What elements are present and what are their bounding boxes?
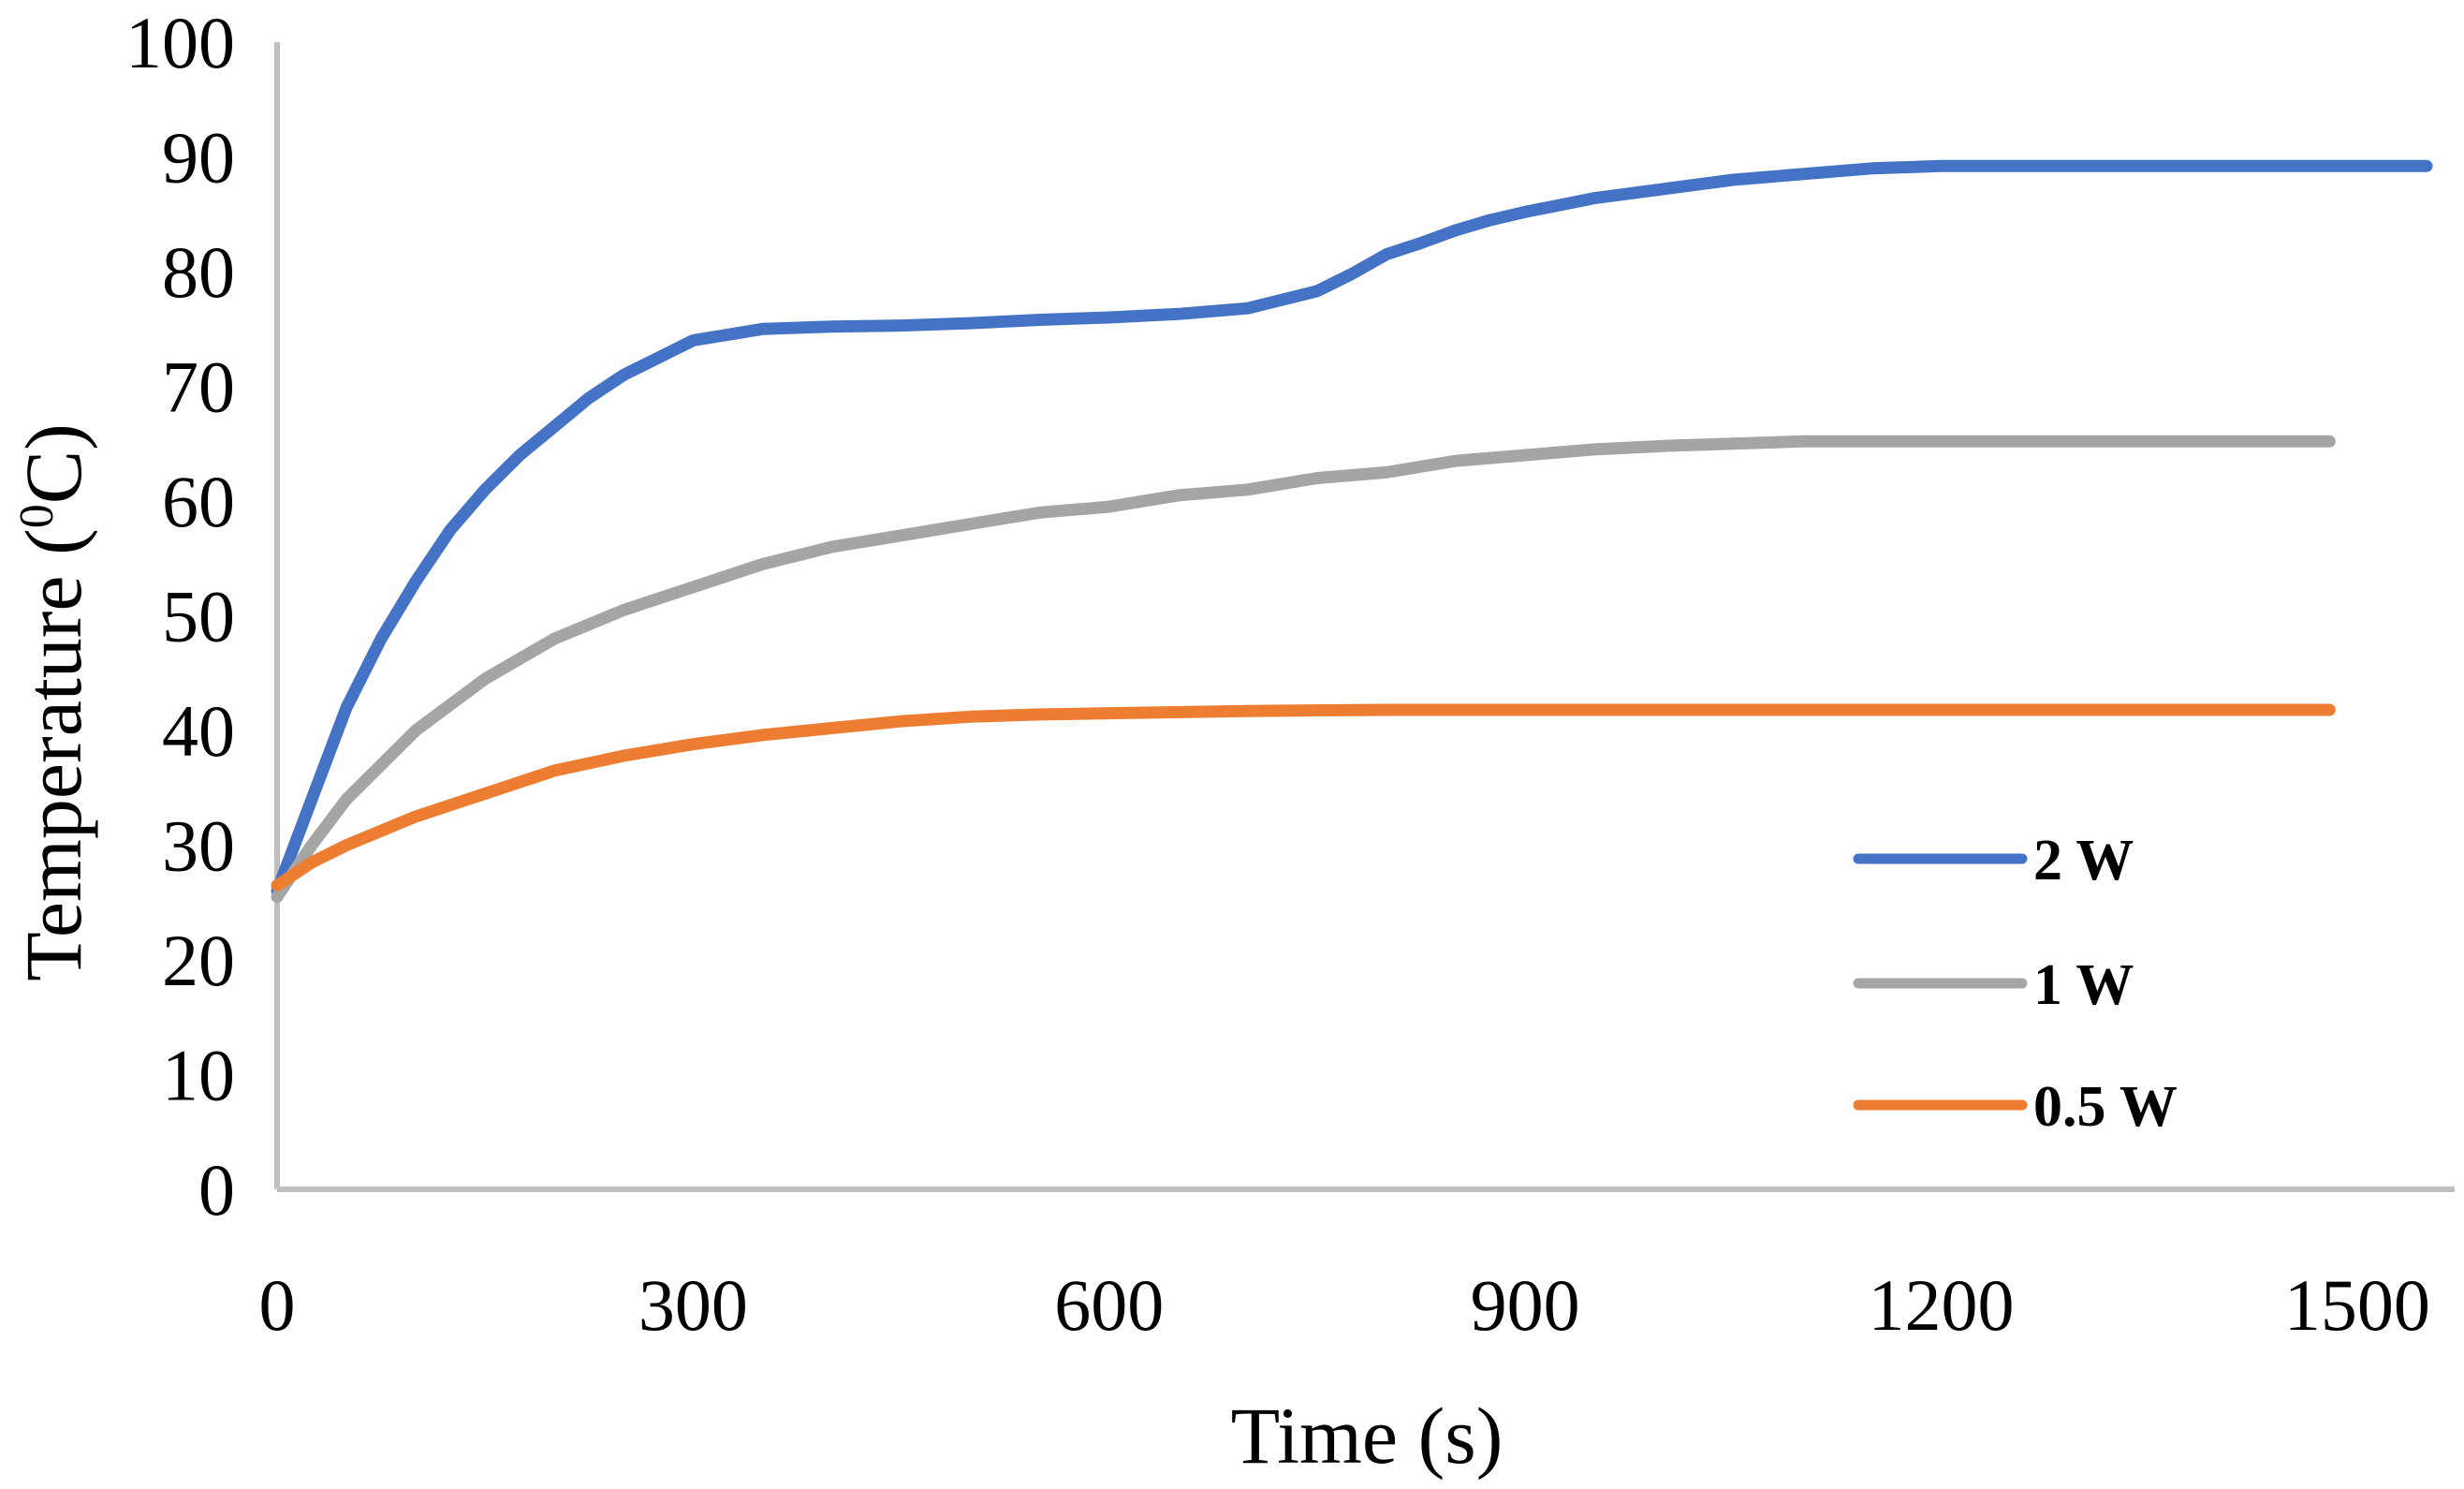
plot-area: 0 10 20 30 40 50 60 70 80 90 100 0 300 600 900 1200 150… bbox=[125, 2, 2455, 1346]
legend-item-1w[interactable]: 1 W bbox=[1853, 953, 2134, 1017]
y-axis-title: Temperature (0C) bbox=[8, 423, 98, 980]
y-tick-labels: 0 10 20 30 40 50 60 70 80 90 100 bbox=[125, 2, 235, 1231]
y-tick-label: 10 bbox=[162, 1035, 235, 1116]
series-lines bbox=[271, 159, 2433, 904]
legend-item-2w[interactable]: 2 W bbox=[1853, 829, 2134, 892]
y-tick-label: 20 bbox=[162, 920, 235, 1001]
y-tick-label: 60 bbox=[162, 461, 235, 542]
y-tick-label: 30 bbox=[162, 805, 235, 887]
y-tick-label: 70 bbox=[162, 346, 235, 428]
y-tick-label: 90 bbox=[162, 117, 235, 199]
x-tick-label: 1500 bbox=[2284, 1264, 2430, 1346]
legend[interactable]: 2 W 1 W 0.5 W bbox=[1853, 829, 2178, 1139]
x-tick-label: 600 bbox=[1054, 1264, 1164, 1346]
x-tick-label: 300 bbox=[638, 1264, 748, 1346]
y-axis-title-superscript: 0 bbox=[10, 504, 64, 528]
y-axis-title-main: Temperature ( bbox=[8, 528, 98, 980]
x-axis-title: Time (s) bbox=[1231, 1391, 1503, 1481]
x-tick-label: 900 bbox=[1471, 1264, 1580, 1346]
y-tick-label: 100 bbox=[125, 2, 235, 83]
x-tick-label: 1200 bbox=[1869, 1264, 2015, 1346]
legend-label-1w: 1 W bbox=[2033, 953, 2134, 1017]
y-tick-label: 0 bbox=[198, 1149, 235, 1231]
series-line-2w bbox=[271, 159, 2433, 897]
series-line-0-5w bbox=[271, 703, 2336, 892]
y-tick-label: 50 bbox=[162, 576, 235, 657]
series-line-1w bbox=[271, 435, 2336, 904]
y-tick-label: 40 bbox=[162, 690, 235, 772]
legend-item-0-5w[interactable]: 0.5 W bbox=[1853, 1075, 2178, 1139]
x-tick-label: 0 bbox=[259, 1264, 296, 1346]
legend-label-0-5w: 0.5 W bbox=[2033, 1075, 2178, 1139]
y-tick-label: 80 bbox=[162, 231, 235, 313]
y-axis-title-unit: C) bbox=[8, 423, 98, 504]
legend-label-2w: 2 W bbox=[2033, 829, 2134, 892]
x-tick-labels: 0 300 600 900 1200 1500 bbox=[259, 1264, 2430, 1346]
